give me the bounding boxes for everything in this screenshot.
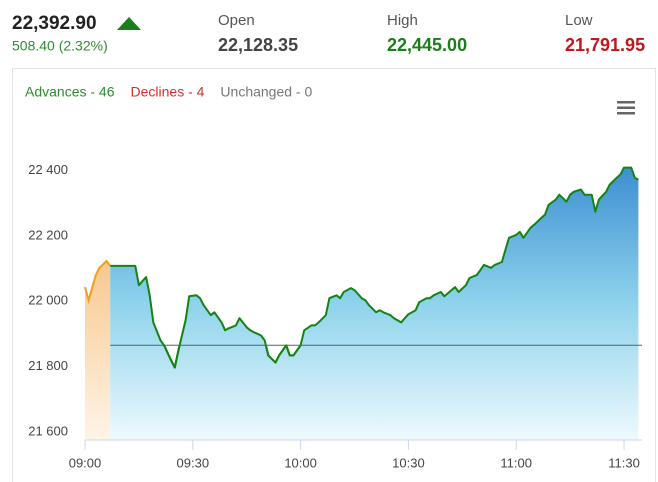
up-arrow xyxy=(117,17,141,30)
open-label: Open xyxy=(218,12,255,29)
last-price: 22,392.90 xyxy=(12,13,97,34)
line xyxy=(84,259,112,304)
legend-item[interactable]: Unchanged - 0 xyxy=(220,84,312,100)
x-tick-label: 09:30 xyxy=(177,455,210,470)
line xyxy=(110,166,639,369)
x-tick-label: 11:00 xyxy=(500,455,532,470)
x-tick-label: 11:30 xyxy=(608,455,640,470)
y-tick-label: 22 200 xyxy=(28,227,68,242)
area xyxy=(110,167,639,440)
y-tick-label: 22 400 xyxy=(28,162,68,177)
menu-icon[interactable] xyxy=(617,101,635,115)
legend-item[interactable]: Declines - 4 xyxy=(131,84,205,100)
y-tick-label: 21 600 xyxy=(28,423,68,438)
area xyxy=(85,261,111,440)
x-tick-label: 10:30 xyxy=(392,455,425,470)
low-label: Low xyxy=(565,12,593,29)
high-label: High xyxy=(387,12,418,29)
high-value: 22,445.00 xyxy=(387,35,467,55)
x-tick-label: 10:00 xyxy=(284,455,317,470)
low-value: 21,791.95 xyxy=(565,35,645,55)
legend-item[interactable]: Advances - 46 xyxy=(25,84,115,100)
change: 508.40 (2.32%) xyxy=(12,38,108,54)
y-tick-label: 21 800 xyxy=(28,358,68,373)
x-tick-label: 09:00 xyxy=(69,455,102,470)
y-tick-label: 22 000 xyxy=(28,293,68,308)
panel xyxy=(12,68,656,482)
open-value: 22,128.35 xyxy=(218,35,298,55)
